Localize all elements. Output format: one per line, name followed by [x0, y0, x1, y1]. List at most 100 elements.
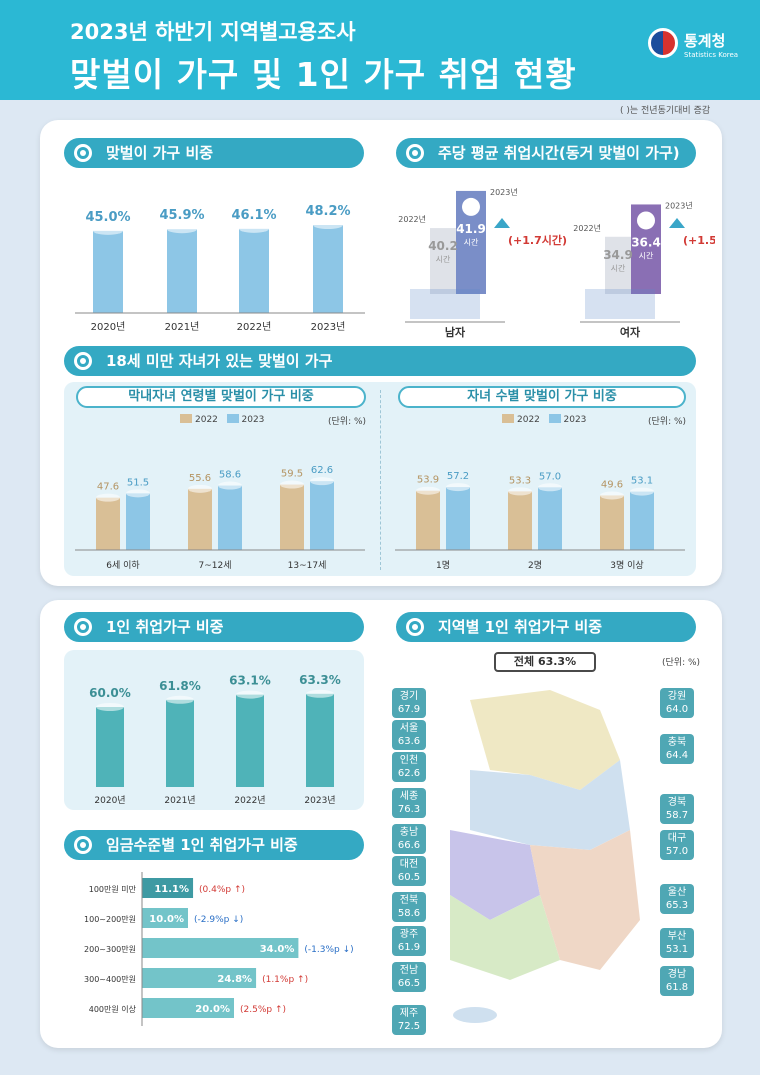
- bar-hours-2022-0: [430, 228, 456, 294]
- category-single-1: 2021년: [164, 795, 195, 806]
- count-bar-2023-2-top: [630, 487, 654, 496]
- age-value-2022-0: 47.6: [97, 482, 119, 493]
- section-dual-children: 18세 미만 자녀가 있는 맞벌이 가구: [64, 346, 696, 376]
- bar-dual-2: [239, 228, 269, 313]
- dual-ratio-chart: 45.0% 2020년 45.9% 2021년 46.1% 2022년 48.2% 2023년: [75, 204, 365, 333]
- category-wage-0: 100만원 미만: [89, 885, 137, 894]
- page-title-top: 2023년 하반기 지역별고용조사: [70, 20, 356, 44]
- tag-2022-0: 2022년: [398, 214, 426, 224]
- count-category-0: 1명: [436, 560, 450, 571]
- region-value: 61.8: [665, 982, 689, 993]
- region-value: 67.9: [397, 704, 421, 715]
- region-box: 충남 66.6: [392, 824, 426, 854]
- unit-hours-2023-1: 시간: [639, 250, 654, 260]
- region-name: 충남: [399, 827, 419, 838]
- section-bullet-icon: [74, 836, 92, 854]
- section-bullet-icon: [74, 618, 92, 636]
- category-wage-2: 200~300만원: [84, 945, 136, 954]
- region-value: 60.5: [397, 872, 421, 883]
- bar-wage-4: [142, 998, 234, 1018]
- count-bar-2022-0: [416, 490, 440, 550]
- bar-wage-1: [142, 908, 188, 928]
- clock-icon: [462, 197, 480, 216]
- bar-single-0: [96, 707, 124, 787]
- region-value: 57.0: [665, 846, 689, 857]
- region-value: 76.3: [397, 804, 421, 815]
- unit-by-age: (단위: %): [328, 417, 367, 427]
- legend-2022-label: 2022: [517, 415, 540, 425]
- count-value-2022-1: 53.3: [509, 475, 531, 486]
- count-bar-2022-2: [600, 495, 624, 550]
- legend-2023-label: 2023: [241, 415, 265, 425]
- age-value-2022-2: 59.5: [281, 469, 303, 480]
- value-wage-0: 11.1%: [154, 884, 189, 895]
- value-hours-2023-1: 36.4: [631, 235, 661, 249]
- region-box: 인천 62.6: [392, 752, 426, 782]
- count-bar-2023-1: [538, 487, 562, 550]
- age-bar-2023-1-top: [218, 481, 242, 490]
- group-label-hours-0: 남자: [445, 325, 466, 339]
- section-regional: 지역별 1인 취업가구 비중: [396, 612, 696, 642]
- regional-total: 전체 63.3%: [494, 652, 596, 672]
- category-single-2: 2022년: [234, 795, 265, 806]
- region-value: 63.6: [397, 736, 421, 747]
- value-label-dual-1: 45.9%: [159, 208, 204, 223]
- bar-dual-3: [313, 225, 343, 313]
- section-single-wage-label: 임금수준별 1인 취업가구 비중: [106, 836, 298, 854]
- map-southeast-region: [530, 830, 640, 970]
- bar-wage-3: [142, 968, 257, 988]
- count-bar-2022-1: [508, 491, 532, 550]
- value-single-2: 63.1%: [229, 674, 271, 688]
- section-bullet-icon: [74, 144, 92, 162]
- category-wage-4: 400만원 이상: [89, 1004, 137, 1014]
- value-hours-2022-0: 40.2: [428, 239, 458, 253]
- region-box: 제주 72.5: [392, 1005, 426, 1035]
- count-bar-2022-2-top: [600, 491, 624, 500]
- unit-hours-2022-0: 시간: [436, 254, 451, 264]
- region-value: 58.6: [397, 908, 421, 919]
- category-wage-1: 100~200만원: [84, 915, 136, 924]
- count-category-2: 3명 이상: [610, 560, 643, 571]
- desk-illustration: [585, 289, 655, 319]
- category-label-dual-3: 2023년: [311, 321, 346, 333]
- single-ratio-chart: 60.0% 2020년 61.8% 2021년 63.1% 2022년 63.3% 2023년: [89, 673, 341, 806]
- region-box: 울산 65.3: [660, 884, 694, 914]
- region-name: 인천: [399, 755, 419, 766]
- legend-2023-label: 2023: [563, 415, 587, 425]
- by-age-chart: 47.6 51.5 6세 이하 55.6 58.6 7~12세 59.5 62.6 13~17세: [75, 465, 365, 571]
- regional-unit: (단위: %): [662, 658, 701, 668]
- region-box: 광주 61.9: [392, 926, 426, 956]
- region-box: 경북 58.7: [660, 794, 694, 824]
- region-name: 전북: [399, 895, 419, 906]
- bar-single-2: [236, 694, 264, 787]
- logo-subtext: Statistics Korea: [684, 51, 739, 59]
- korea-map: [450, 690, 640, 1023]
- change-wage-2: (-1.3%p ↓): [304, 945, 353, 955]
- logo-text: 통계청: [684, 32, 726, 50]
- single-wage-chart: 100만원 미만 11.1% (0.4%p ↑) 100~200만원 10.0% (-2.…: [84, 872, 354, 1026]
- age-bar-2022-2-top: [280, 480, 304, 489]
- region-value: 64.4: [665, 750, 689, 761]
- region-box: 서울 63.6: [392, 720, 426, 750]
- region-name: 전남: [399, 965, 419, 976]
- section-single-ratio: 1인 취업가구 비중: [64, 612, 364, 642]
- change-wage-1: (-2.9%p ↓): [194, 915, 243, 925]
- region-value: 65.3: [665, 900, 689, 911]
- section-bullet-icon: [406, 618, 424, 636]
- region-box: 대전 60.5: [392, 856, 426, 886]
- region-name: 광주: [399, 929, 419, 940]
- bar-dual-1-top: [167, 225, 197, 234]
- panel-divider: [380, 390, 381, 570]
- region-name: 부산: [667, 931, 687, 942]
- region-name: 경북: [667, 797, 687, 808]
- group-label-hours-1: 여자: [620, 325, 641, 339]
- region-value: 72.5: [397, 1021, 421, 1032]
- section-single-ratio-label: 1인 취업가구 비중: [106, 618, 224, 636]
- bar-dual-1: [167, 229, 197, 313]
- region-name: 울산: [667, 887, 687, 898]
- change-wage-0: (0.4%p ↑): [199, 885, 245, 895]
- statistics-korea-logo-icon: [648, 28, 678, 58]
- map-southwest-region: [450, 895, 560, 980]
- region-name: 세종: [399, 791, 419, 802]
- region-box: 대구 57.0: [660, 830, 694, 860]
